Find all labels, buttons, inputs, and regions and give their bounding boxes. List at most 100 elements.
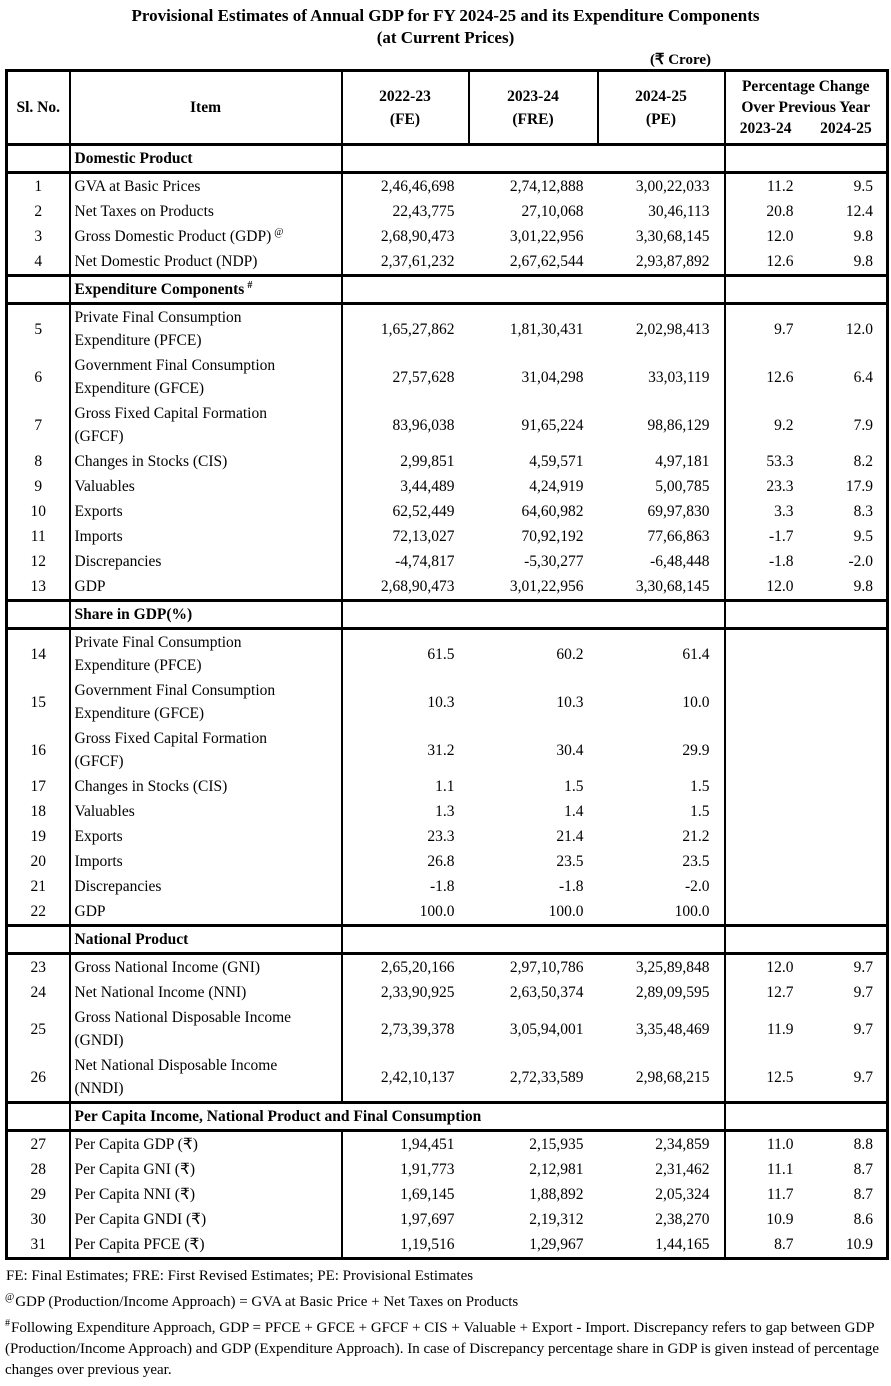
cell-slno: 14 [30, 645, 47, 663]
cell-pct-2024-25: 9.8 [853, 253, 874, 270]
cell-slno: 15 [30, 693, 47, 711]
cell-2023-24: 21.4 [556, 828, 584, 845]
cell-2022-23: 2,99,851 [340, 449, 469, 474]
table-row: 23 Gross National Income (GNI) 2,65,20,166… [7, 953, 888, 980]
cell-2024-25: 3,30,68,145 [635, 578, 710, 595]
cell-2023-24: 60.2 [556, 645, 584, 663]
col-header-2023-24: 2023-24 (FRE) [467, 70, 598, 146]
table-row: 5 Private Final Consumption Expenditure (… [7, 303, 888, 353]
col-header-pct-change: Percentage Change Over Previous Year 202… [723, 70, 888, 146]
cell-pct-2023-24: 11.2 [723, 172, 807, 199]
cell-item: Gross Fixed Capital Formation (GFCF) [68, 401, 342, 449]
cell-pct-2024-25: 9.8 [853, 578, 874, 595]
table-row: 30 Per Capita GNDI (₹) 1,97,697 2,19,312 2,3… [7, 1207, 888, 1232]
cell-pct-2023-24: 12.7 [723, 980, 807, 1005]
cell-slno: 26 [30, 1068, 47, 1086]
cell-slno: 2 [34, 203, 43, 220]
cell-pct-2023-24 [723, 678, 807, 726]
cell-item: Imports [68, 524, 342, 549]
cell-pct-block [723, 599, 888, 630]
footnote-text: FE: Final Estimates; FRE: First Revised … [6, 1268, 474, 1284]
cell-2024-25: 21.2 [682, 828, 710, 845]
cell-2023-24: 2,63,50,374 [509, 984, 584, 1001]
cell-pct-2024-25: 17.9 [845, 478, 874, 495]
cell-2023-24: 4,59,571 [529, 453, 584, 470]
cell-slno: 27 [30, 1136, 47, 1153]
table-row: 26 Net National Disposable Income (NNDI) 2… [7, 1053, 888, 1103]
cell-2024-25: 5,00,785 [655, 478, 710, 495]
cell-2023-24: 23.5 [556, 853, 584, 870]
cell-2023-24: 4,24,919 [529, 478, 584, 495]
cell-slno: 12 [30, 553, 47, 570]
cell-2022-23: 2,73,39,378 [340, 1005, 469, 1053]
cell-slno: 24 [30, 984, 47, 1001]
cell-2022-23: 2,65,20,166 [340, 953, 469, 980]
cell-pct-2024-25: -2.0 [848, 553, 874, 570]
cell-2023-24: 3,01,22,956 [509, 578, 584, 595]
cell-2023-24: -5,30,277 [524, 553, 584, 570]
cell-pct-2024-25 [807, 678, 888, 726]
cell-2023-24: 10.3 [556, 693, 584, 711]
cell-2022-23: 1,19,516 [340, 1232, 469, 1259]
cell-pct-2024-25: 7.9 [853, 416, 874, 434]
cell-pct-2024-25: 9.7 [853, 959, 874, 976]
cell-slno: 20 [30, 853, 47, 870]
table-row: 11 Imports 72,13,027 70,92,192 77,66,863 -1.7… [7, 524, 888, 549]
cell-2023-24: 30.4 [556, 741, 584, 759]
section-title: National Product [68, 924, 342, 955]
cell-2024-25: 3,25,89,848 [635, 959, 710, 976]
table-row: 20 Imports 26.8 23.5 23.5 [7, 849, 888, 874]
cell-2022-23: 2,37,61,232 [340, 249, 469, 276]
pct-header-line-2: Over Previous Year [741, 99, 871, 116]
cell-item: Private Final Consumption Expenditure (P… [68, 628, 342, 678]
title-line-2: (at Current Prices) [376, 28, 515, 47]
cell-pct-2023-24 [723, 849, 807, 874]
cell-2024-25: 77,66,863 [647, 528, 710, 545]
cell-pct-2024-25: 9.5 [853, 178, 874, 195]
cell-item: Net National Disposable Income (NNDI) [68, 1053, 342, 1103]
cell-year-block [340, 274, 725, 305]
cell-pct-2024-25: 9.7 [853, 1068, 874, 1086]
cell-2023-24: 3,05,94,001 [509, 1020, 584, 1038]
cell-2022-23: 2,68,90,473 [340, 224, 469, 249]
table-header-row: Sl. No. Item 2022-23 (FE) 2023-24 (FRE) … [6, 70, 888, 146]
cell-2023-24: 1.4 [564, 803, 584, 820]
cell-slno: 1 [34, 178, 43, 195]
cell-2024-25: 100.0 [674, 903, 710, 920]
cell-slno: 11 [30, 528, 46, 545]
cell-pct-2024-25: 8.7 [853, 1186, 874, 1203]
cell-pct-block [723, 924, 888, 955]
cell-2022-23: 22,43,775 [340, 199, 469, 224]
cell-pct-2024-25: 9.7 [853, 984, 874, 1001]
cell-2022-23: 10.3 [340, 678, 469, 726]
footnote-text: Following Expenditure Approach, GDP = PF… [5, 1320, 879, 1378]
cell-pct-2024-25 [807, 629, 888, 679]
table-row: 19 Exports 23.3 21.4 21.2 [7, 824, 888, 849]
cell-pct-2023-24: 11.1 [723, 1157, 807, 1182]
cell-2022-23: 2,42,10,137 [340, 1053, 469, 1103]
table-row: 9 Valuables 3,44,489 4,24,919 5,00,785 23.3 17… [7, 474, 888, 499]
table-row: 16 Gross Fixed Capital Formation (GFCF) 31… [7, 726, 888, 774]
cell-item: Private Final Consumption Expenditure (P… [68, 303, 342, 353]
cell-pct-2024-25: 8.6 [853, 1211, 874, 1228]
cell-pct-2023-24: 53.3 [723, 449, 807, 474]
table-row: 14 Private Final Consumption Expenditure … [7, 628, 888, 679]
col-header-2024-25: 2024-25 (PE) [596, 70, 725, 146]
cell-2022-23: 3,44,489 [340, 474, 469, 499]
cell-slno [6, 599, 70, 630]
table-row: 6 Government Final Consumption Expenditur… [7, 353, 888, 401]
cell-2023-24: 1,81,30,431 [509, 320, 584, 338]
cell-pct-2024-25 [807, 899, 888, 926]
cell-pct-2023-24 [723, 726, 807, 774]
table-row: 25 Gross National Disposable Income (GNDI… [7, 1005, 888, 1053]
cell-2024-25: 2,38,270 [655, 1211, 710, 1228]
table-row: 2 Net Taxes on Products 22,43,775 27,10,068… [7, 199, 888, 224]
pct-subcol-2024-25: 2024-25 [820, 120, 872, 137]
cell-pct-2024-25 [807, 774, 888, 799]
cell-2022-23: 1,69,145 [340, 1182, 469, 1207]
cell-slno: 21 [30, 878, 47, 895]
cell-pct-2023-24: 23.3 [723, 474, 807, 499]
document-title: Provisional Estimates of Annual GDP for … [0, 5, 891, 49]
cell-item: Valuables [68, 474, 342, 499]
cell-item: Changes in Stocks (CIS) [68, 774, 342, 799]
